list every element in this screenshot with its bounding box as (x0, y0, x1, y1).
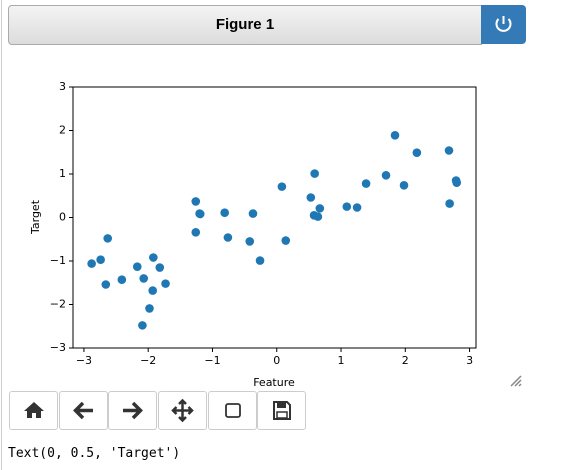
y-tick-label: −2 (50, 298, 66, 311)
home-icon (24, 402, 44, 418)
point (220, 208, 229, 218)
point (117, 275, 127, 285)
pan-icon (171, 398, 194, 423)
point (281, 236, 291, 245)
point (361, 179, 371, 188)
point (342, 202, 352, 211)
home-button[interactable] (9, 391, 58, 430)
x-axis-label: Feature (253, 376, 295, 389)
point (248, 209, 258, 218)
point (412, 148, 422, 157)
point (138, 321, 147, 330)
back-button[interactable] (59, 391, 108, 430)
point (445, 199, 454, 208)
point (306, 193, 316, 202)
point (132, 262, 142, 271)
point (161, 279, 170, 288)
point (399, 181, 409, 190)
point (315, 204, 325, 213)
zoom-icon (225, 403, 241, 418)
point (155, 263, 165, 272)
point (145, 304, 154, 313)
point (381, 171, 391, 180)
point (452, 178, 462, 187)
point (195, 209, 205, 219)
x-tick-label: 1 (338, 354, 345, 367)
figure-title: Figure 1 (8, 5, 482, 45)
forward-button[interactable] (108, 391, 157, 430)
pan-button[interactable] (158, 391, 207, 430)
point (245, 237, 255, 246)
point (191, 197, 201, 206)
resize-handle[interactable] (510, 375, 522, 387)
forward-icon (123, 401, 143, 420)
x-tick-label: −3 (76, 354, 92, 367)
x-tick-label: −1 (204, 354, 220, 367)
close-button[interactable] (481, 5, 526, 44)
save-button[interactable] (257, 391, 306, 430)
back-icon (73, 401, 93, 420)
point (191, 227, 201, 237)
point (148, 286, 158, 295)
point (277, 182, 287, 191)
point (352, 203, 362, 212)
point (96, 255, 105, 264)
power-icon (495, 16, 512, 32)
save-icon (273, 401, 291, 420)
x-tick-label: 0 (273, 354, 280, 367)
x-tick-label: 2 (402, 354, 409, 367)
point (87, 259, 96, 268)
y-tick-label: 2 (59, 124, 66, 137)
y-tick-label: 1 (59, 167, 66, 180)
point (103, 234, 113, 243)
plot-area (72, 86, 477, 349)
x-tick-label: −2 (140, 354, 156, 367)
y-tick-label: −1 (50, 254, 66, 267)
point (444, 146, 454, 155)
point (390, 130, 400, 140)
point (255, 256, 265, 265)
point (139, 274, 149, 283)
point (223, 233, 233, 242)
y-tick-label: 3 (59, 80, 66, 93)
point (313, 212, 323, 221)
x-tick-label: 3 (466, 354, 473, 367)
y-tick-label: 0 (59, 211, 66, 224)
cell-output: Text(0, 0.5, 'Target') (8, 446, 181, 461)
cell-border (1, 0, 2, 470)
zoom-button[interactable] (208, 391, 257, 430)
point (149, 253, 158, 262)
point (101, 280, 111, 289)
point (310, 169, 319, 178)
y-tick-label: −3 (50, 341, 66, 354)
y-axis-label: Target (29, 199, 42, 235)
